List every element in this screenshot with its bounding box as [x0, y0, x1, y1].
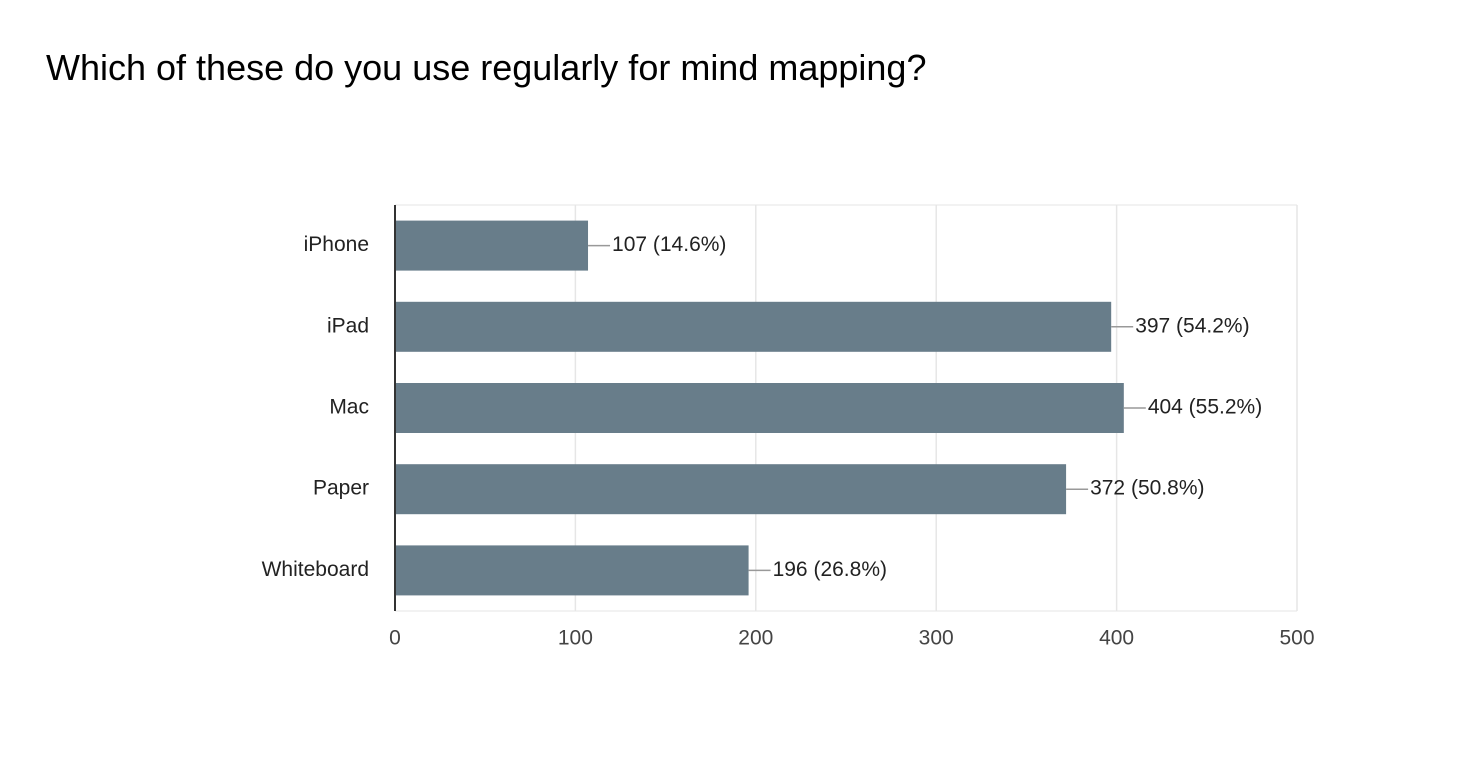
- value-label: 397 (54.2%): [1135, 314, 1249, 337]
- bar: [395, 545, 749, 596]
- y-tick-label: iPad: [327, 314, 369, 337]
- x-tick-label: 400: [1099, 627, 1134, 650]
- x-tick-label: 0: [389, 627, 401, 650]
- bar: [395, 220, 589, 271]
- x-tick-label: 500: [1279, 627, 1314, 650]
- x-tick-label: 100: [558, 627, 593, 650]
- y-tick-label: Paper: [313, 477, 369, 500]
- y-tick-label: Whiteboard: [262, 558, 369, 581]
- chart-title: Which of these do you use regularly for …: [46, 47, 926, 88]
- value-label: 372 (50.8%): [1090, 477, 1204, 500]
- y-tick-label: iPhone: [304, 233, 369, 256]
- x-tick-label: 200: [738, 627, 773, 650]
- value-label: 196 (26.8%): [773, 558, 887, 581]
- value-label: 107 (14.6%): [612, 233, 726, 256]
- bar: [395, 464, 1067, 515]
- y-tick-label: Mac: [329, 396, 369, 419]
- x-tick-label: 300: [919, 627, 954, 650]
- bar: [395, 301, 1112, 352]
- bar: [395, 383, 1124, 433]
- value-label: 404 (55.2%): [1148, 396, 1262, 419]
